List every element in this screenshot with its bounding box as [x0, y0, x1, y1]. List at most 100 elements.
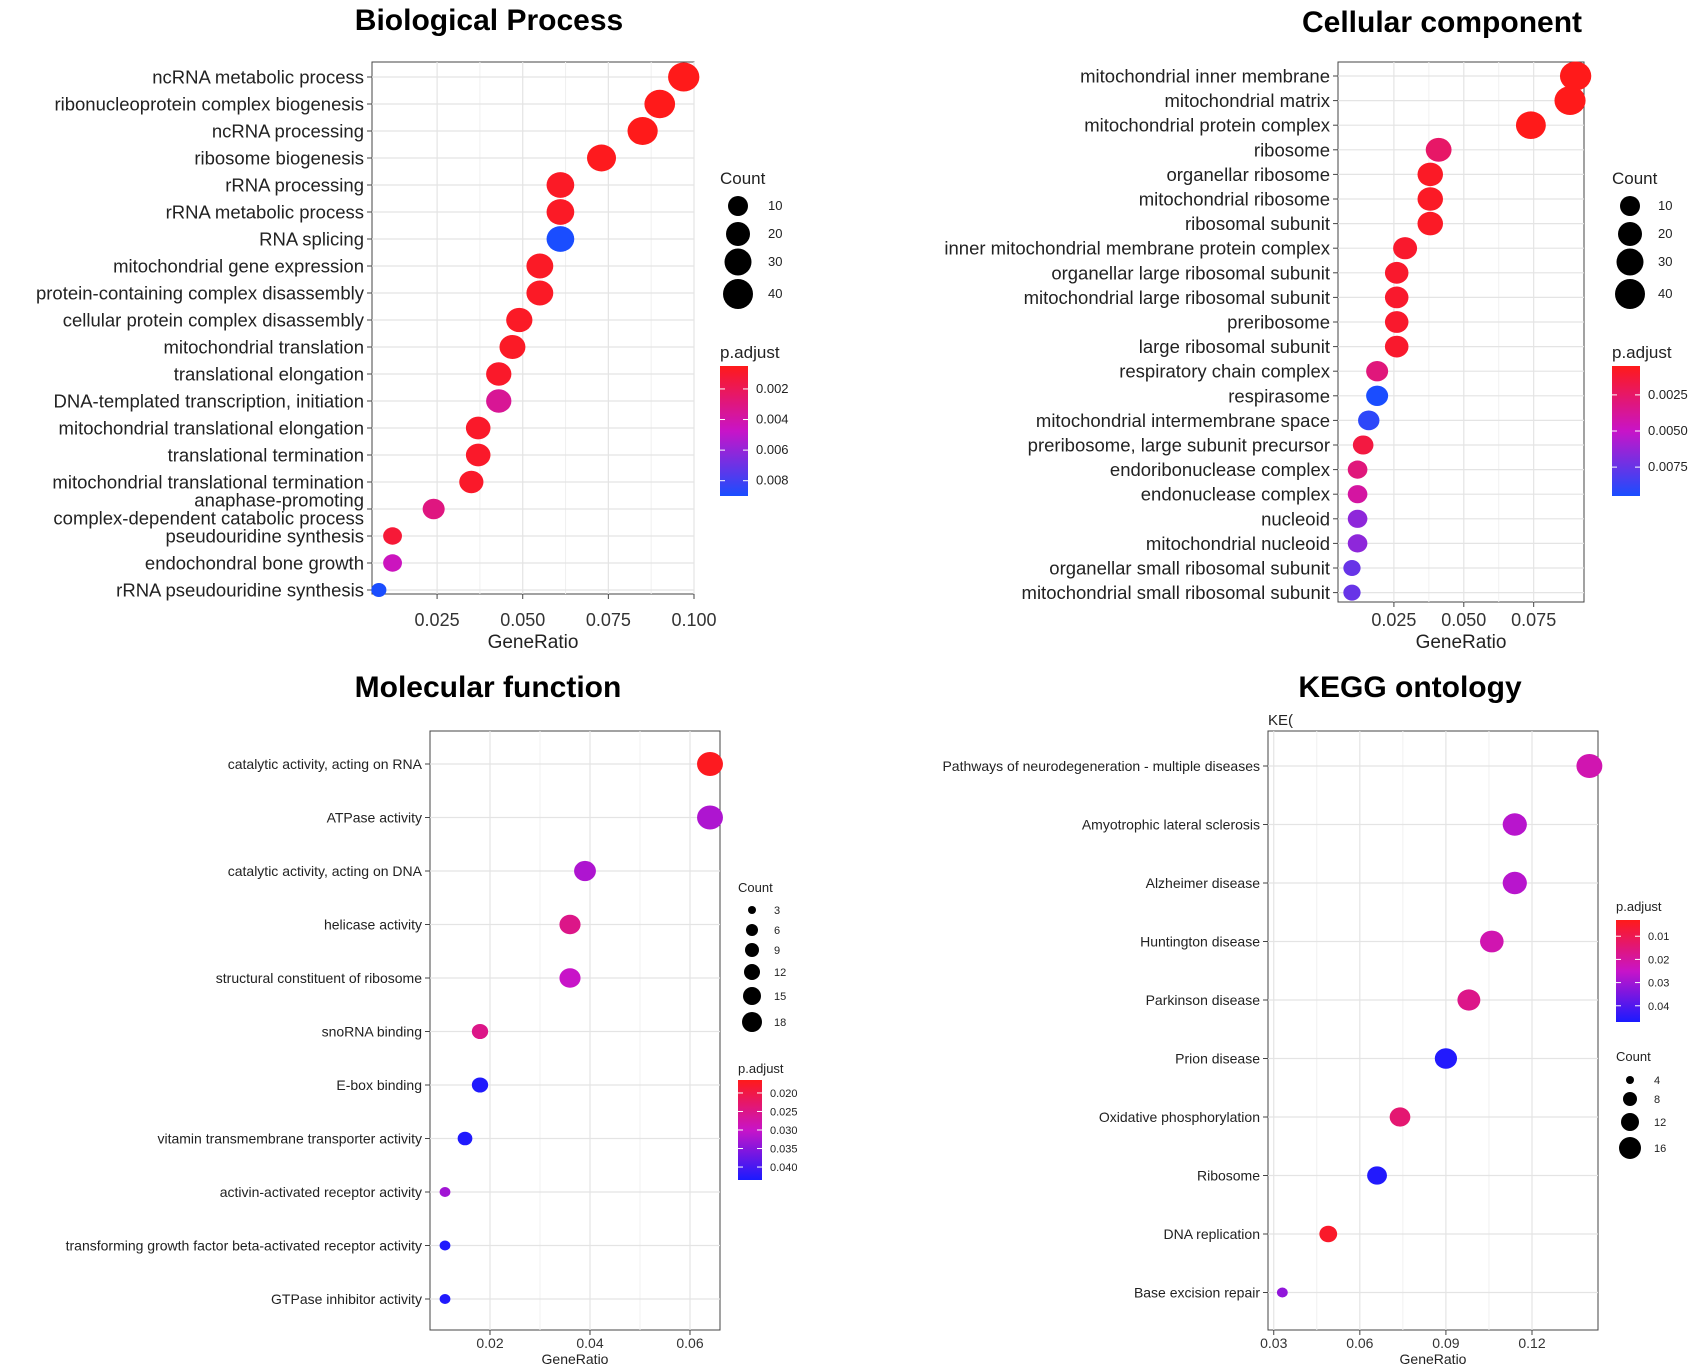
- kegg-ontology-data-point: [1502, 871, 1527, 895]
- cellular-component-category-label: mitochondrial nucleoid: [1146, 533, 1330, 554]
- kegg-ontology-padj-legend-title: p.adjust: [1616, 899, 1662, 914]
- kegg-ontology-plot-area: [1267, 730, 1599, 1331]
- kegg-ontology-count-legend-dot: [1621, 1113, 1639, 1131]
- kegg-ontology-count-legend-dot: [1619, 1137, 1641, 1159]
- cellular-component-category-label: respiratory chain complex: [1119, 361, 1331, 382]
- kegg-ontology-data-point: [1480, 930, 1504, 953]
- molecular-function-data-point: [697, 805, 723, 830]
- cellular-component-data-point: [1393, 237, 1418, 260]
- biological-process-data-point: [546, 199, 575, 225]
- cellular-component-count-legend-label: 30: [1658, 254, 1672, 269]
- cellular-component-count-legend-dot: [1618, 222, 1642, 246]
- biological-process-count-legend-label: 20: [768, 226, 782, 241]
- biological-process-padj-legend-label: 0.002: [756, 381, 789, 396]
- biological-process-data-point: [465, 443, 491, 467]
- cellular-component-data-point: [1515, 111, 1546, 140]
- biological-process-data-point: [668, 62, 700, 92]
- kegg-ontology-title: KEGG ontology: [1298, 671, 1522, 704]
- biological-process-category-label: ncRNA processing: [212, 121, 364, 142]
- cellular-component-data-point: [1417, 187, 1444, 211]
- cellular-component-plot-area: [1337, 61, 1585, 603]
- cellular-component-data-point: [1366, 361, 1389, 382]
- cellular-component-count-legend-label: 20: [1658, 226, 1672, 241]
- cellular-component-count-legend-title: Count: [1612, 169, 1658, 188]
- biological-process-data-point: [499, 334, 526, 360]
- cellular-component-category-label: preribosome, large subunit precursor: [1028, 435, 1330, 456]
- kegg-ontology-x-tick-label: 0.06: [1346, 1335, 1373, 1351]
- kegg-ontology-category-label: DNA replication: [1164, 1226, 1261, 1242]
- biological-process-count-legend-dot: [726, 222, 750, 246]
- molecular-function-padj-legend-label: 0.020: [770, 1088, 798, 1100]
- molecular-function-count-legend-label: 18: [774, 1017, 786, 1029]
- kegg-ontology-category-label: Base excision repair: [1134, 1285, 1260, 1301]
- molecular-function-category-label: ATPase activity: [327, 810, 422, 826]
- cellular-component-category-label: endonuclease complex: [1141, 484, 1331, 505]
- cellular-component-data-point: [1347, 460, 1368, 479]
- biological-process-category-label: rRNA processing: [225, 175, 364, 196]
- biological-process-count-legend-title: Count: [720, 169, 766, 188]
- molecular-function-title: Molecular function: [354, 671, 622, 704]
- biological-process-padj-legend-label: 0.006: [756, 442, 789, 457]
- cellular-component-x-tick-label: 0.025: [1371, 610, 1416, 630]
- cellular-component-category-label: inner mitochondrial membrane protein com…: [944, 238, 1330, 259]
- molecular-function-x-axis-label: GeneRatio: [542, 1351, 609, 1367]
- biological-process-padj-colorbar: [720, 366, 748, 496]
- biological-process-padj-legend-label: 0.004: [756, 412, 789, 427]
- biological-process-count-legend-label: 10: [768, 198, 782, 213]
- cellular-component-data-point: [1384, 335, 1409, 358]
- biological-process-category-label: rRNA pseudouridine synthesis: [116, 580, 364, 601]
- biological-process-category-label: rRNA metabolic process: [166, 202, 364, 223]
- cellular-component-category-label: mitochondrial protein complex: [1084, 115, 1331, 136]
- molecular-function-count-legend-dot: [743, 987, 761, 1005]
- cellular-component-data-point: [1352, 435, 1374, 455]
- molecular-function-count-legend-label: 3: [774, 905, 780, 917]
- molecular-function-category-label: structural constituent of ribosome: [216, 970, 422, 986]
- molecular-function-count-legend-dot: [742, 1012, 762, 1032]
- cellular-component-count-legend-label: 10: [1658, 198, 1672, 213]
- biological-process-x-tick-label: 0.100: [671, 610, 716, 630]
- kegg-ontology-count-legend-label: 8: [1654, 1094, 1660, 1106]
- kegg-ontology-data-point: [1457, 989, 1481, 1011]
- cellular-component-category-label: ribosomal subunit: [1185, 213, 1330, 234]
- cellular-component-category-label: mitochondrial ribosome: [1139, 189, 1330, 210]
- biological-process-category-label: mitochondrial translation: [163, 337, 364, 358]
- cellular-component-data-point: [1366, 385, 1389, 406]
- kegg-ontology-subtitle: KE(: [1268, 712, 1293, 729]
- cellular-component-category-label: organellar ribosome: [1166, 164, 1330, 185]
- molecular-function-count-legend-label: 15: [774, 991, 786, 1003]
- biological-process-data-point: [383, 554, 402, 572]
- kegg-ontology-x-tick-label: 0.03: [1260, 1335, 1287, 1351]
- kegg-ontology-category-label: Pathways of neurodegeneration - multiple…: [942, 758, 1260, 774]
- cellular-component-data-point: [1347, 485, 1368, 504]
- cellular-component-category-label: nucleoid: [1261, 508, 1330, 529]
- biological-process-category-label: mitochondrial gene expression: [113, 256, 364, 277]
- biological-process-category-label: mitochondrial translational termination: [52, 472, 364, 493]
- kegg-ontology-count-legend-dot: [1623, 1092, 1637, 1106]
- molecular-function-category-label: vitamin transmembrane transporter activi…: [157, 1131, 422, 1147]
- biological-process-category-label: protein-containing complex disassembly: [36, 283, 365, 304]
- kegg-ontology-data-point: [1576, 754, 1603, 778]
- cellular-component-padj-legend-label: 0.0075: [1648, 459, 1688, 474]
- molecular-function-padj-legend-title: p.adjust: [738, 1061, 784, 1076]
- cellular-component-category-label: organellar large ribosomal subunit: [1051, 262, 1330, 283]
- biological-process-plot: 0.025 0.050 0.075 0.100 GeneRatio ncRNA metab…: [36, 61, 789, 653]
- molecular-function-data-point: [471, 1077, 489, 1093]
- kegg-ontology-category-label: Alzheimer disease: [1146, 875, 1261, 891]
- cellular-component-category-label: mitochondrial intermembrane space: [1036, 410, 1330, 431]
- biological-process-x-tick-label: 0.025: [415, 610, 460, 630]
- cellular-component-data-point: [1343, 560, 1361, 576]
- biological-process-x-tick-label: 0.050: [500, 610, 545, 630]
- cellular-component-data-point: [1384, 311, 1409, 333]
- molecular-function-category-label: E-box binding: [336, 1077, 422, 1093]
- molecular-function-count-legend-label: 6: [774, 925, 780, 937]
- molecular-function-category-label: catalytic activity, acting on DNA: [228, 863, 423, 879]
- molecular-function-category-label: catalytic activity, acting on RNA: [228, 756, 423, 772]
- kegg-ontology-data-point: [1367, 1166, 1387, 1185]
- molecular-function-count-legend-label: 9: [774, 945, 780, 957]
- biological-process-data-point: [644, 89, 676, 119]
- biological-process-x-axis-label: GeneRatio: [488, 632, 579, 653]
- biological-process-category-label: endochondral bone growth: [145, 553, 364, 574]
- cellular-component-category-label: mitochondrial matrix: [1164, 90, 1330, 111]
- kegg-ontology-category-label: Prion disease: [1175, 1051, 1260, 1067]
- cellular-component-padj-legend-label: 0.0025: [1648, 387, 1688, 402]
